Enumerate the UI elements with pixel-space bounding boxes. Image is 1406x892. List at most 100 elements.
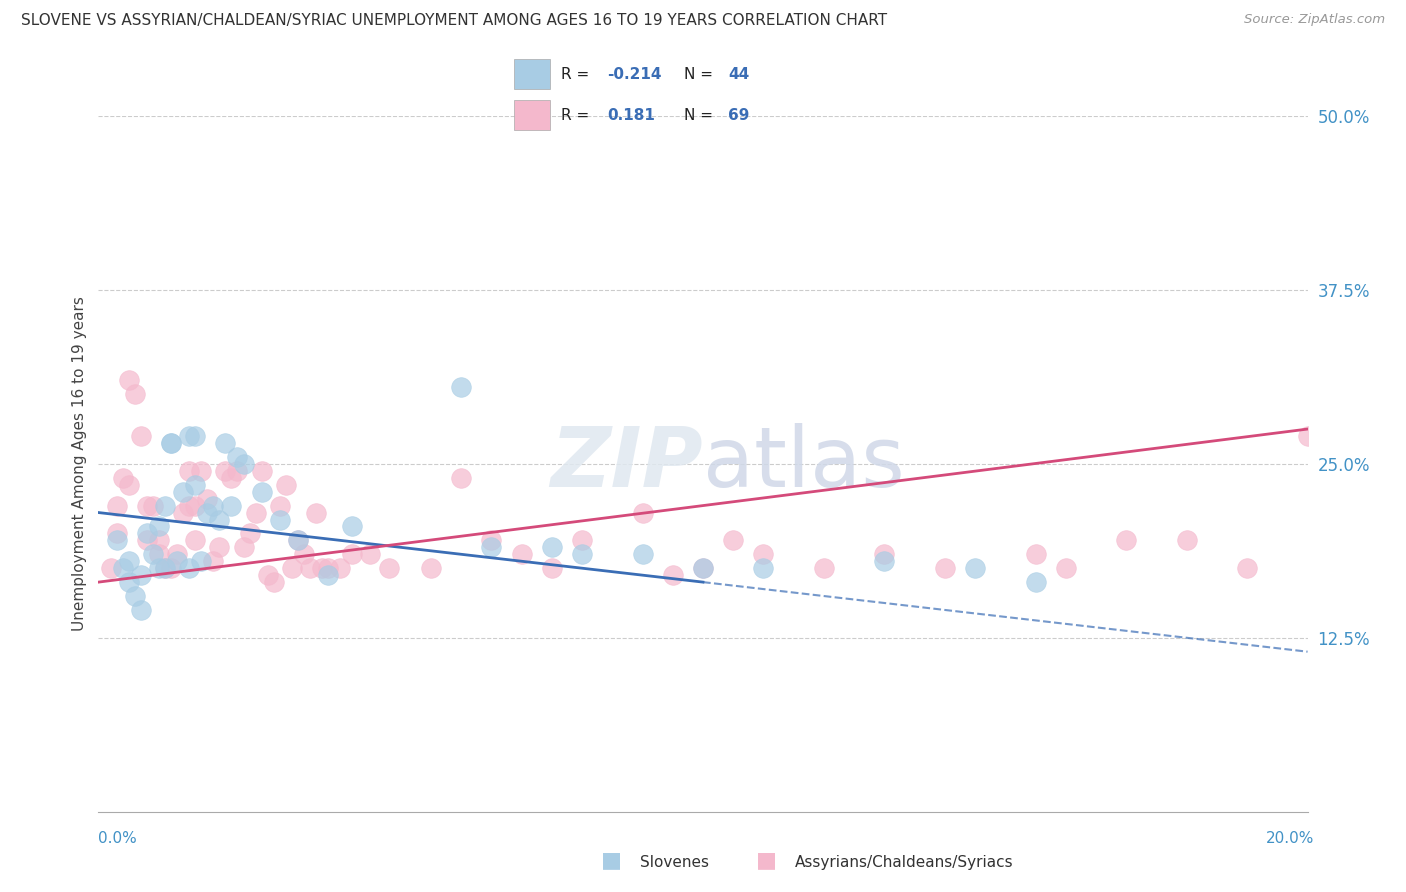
Point	[1175, 533, 1198, 548]
Point	[274, 477, 297, 491]
Point	[287, 533, 309, 548]
Point	[202, 499, 225, 513]
Point	[419, 561, 441, 575]
Bar	[515, 60, 550, 89]
Point	[232, 457, 254, 471]
Point	[172, 506, 194, 520]
Point	[316, 568, 339, 582]
Text: Assyrians/Chaldeans/Syriacs: Assyrians/Chaldeans/Syriacs	[794, 855, 1012, 870]
Point	[135, 526, 157, 541]
Point	[226, 464, 249, 478]
Point	[250, 464, 273, 478]
Point	[752, 547, 775, 561]
Point	[195, 491, 218, 506]
Point	[124, 589, 146, 603]
Point	[124, 387, 146, 401]
Point	[281, 561, 304, 575]
Text: SLOVENE VS ASSYRIAN/CHALDEAN/SYRIAC UNEMPLOYMENT AMONG AGES 16 TO 19 YEARS CORRE: SLOVENE VS ASSYRIAN/CHALDEAN/SYRIAC UNEM…	[21, 13, 887, 29]
Point	[1054, 561, 1077, 575]
Point	[153, 561, 176, 575]
Point	[1296, 429, 1319, 443]
Point	[172, 484, 194, 499]
Point	[631, 506, 654, 520]
Point	[1024, 575, 1046, 590]
Point	[316, 561, 339, 575]
Text: Source: ZipAtlas.com: Source: ZipAtlas.com	[1244, 13, 1385, 27]
Point	[160, 436, 183, 450]
Point	[208, 541, 231, 555]
Point	[250, 484, 273, 499]
Text: 0.181: 0.181	[607, 108, 655, 123]
Point	[571, 547, 593, 561]
Text: 69: 69	[728, 108, 749, 123]
Point	[148, 561, 170, 575]
Point	[1024, 547, 1046, 561]
Point	[342, 519, 364, 533]
Point	[160, 561, 183, 575]
Point	[540, 541, 562, 555]
Point	[129, 603, 152, 617]
Point	[263, 575, 285, 590]
Point	[1357, 442, 1379, 457]
Text: R =: R =	[561, 67, 595, 82]
Point	[965, 561, 987, 575]
Point	[721, 533, 744, 548]
Point	[208, 512, 231, 526]
Point	[166, 554, 188, 568]
Y-axis label: Unemployment Among Ages 16 to 19 years: Unemployment Among Ages 16 to 19 years	[72, 296, 87, 632]
Point	[111, 561, 134, 575]
Point	[299, 561, 322, 575]
Point	[226, 450, 249, 464]
Point	[311, 561, 333, 575]
Point	[1236, 561, 1258, 575]
Point	[221, 471, 243, 485]
Point	[105, 533, 128, 548]
Point	[1115, 533, 1137, 548]
Point	[239, 526, 262, 541]
Point	[190, 554, 212, 568]
Point	[934, 561, 956, 575]
Point	[752, 561, 775, 575]
Point	[111, 471, 134, 485]
Point	[245, 506, 267, 520]
Point	[148, 519, 170, 533]
Point	[510, 547, 533, 561]
Text: N =: N =	[685, 108, 718, 123]
Point	[184, 477, 207, 491]
Point	[177, 499, 201, 513]
Point	[166, 547, 188, 561]
Point	[118, 373, 141, 387]
Point	[190, 464, 212, 478]
Point	[118, 575, 141, 590]
Point	[177, 464, 201, 478]
Point	[692, 561, 714, 575]
Point	[873, 547, 896, 561]
Point	[195, 506, 218, 520]
Point	[450, 471, 472, 485]
Text: N =: N =	[685, 67, 718, 82]
Text: 20.0%: 20.0%	[1267, 831, 1315, 846]
Text: R =: R =	[561, 108, 595, 123]
Point	[153, 561, 176, 575]
Text: atlas: atlas	[703, 424, 904, 504]
Point	[105, 526, 128, 541]
Point	[135, 533, 157, 548]
Point	[256, 568, 278, 582]
Text: 0.0%: 0.0%	[98, 831, 138, 846]
Bar	[515, 100, 550, 130]
Point	[1326, 436, 1348, 450]
Point	[692, 561, 714, 575]
Point	[481, 533, 503, 548]
Text: -0.214: -0.214	[607, 67, 662, 82]
Point	[135, 499, 157, 513]
Point	[813, 561, 835, 575]
Point	[129, 568, 152, 582]
Point	[360, 547, 382, 561]
Point	[148, 533, 170, 548]
Point	[329, 561, 352, 575]
Point	[153, 499, 176, 513]
Point	[631, 547, 654, 561]
Point	[214, 436, 236, 450]
Point	[342, 547, 364, 561]
Point	[481, 541, 503, 555]
